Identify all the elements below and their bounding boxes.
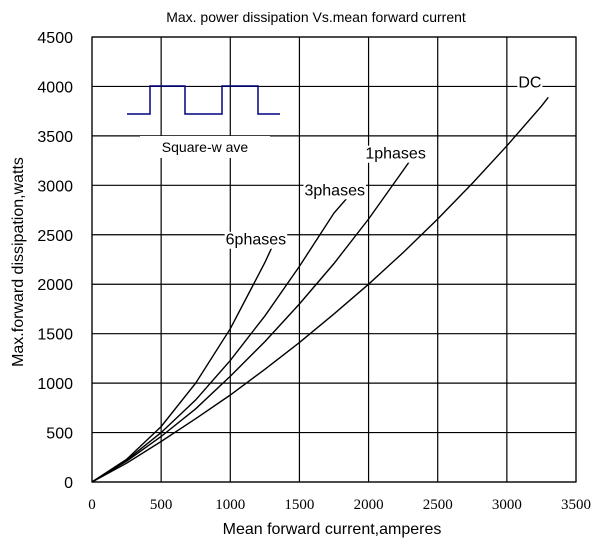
y-tick-label: 500: [46, 426, 73, 443]
x-axis-label: Mean forward current,amperes: [223, 521, 442, 538]
x-tick-label: 2000: [354, 497, 384, 513]
series-line-dc: [91, 96, 549, 483]
chart-title: Max. power dissipation Vs.mean forward c…: [166, 9, 466, 25]
series-label-1phases: 1phases: [365, 146, 426, 163]
x-tick-label: 0: [88, 497, 96, 513]
series-label-3phases: 3phases: [304, 182, 365, 199]
series-label-background: [303, 182, 366, 200]
square-wave-inset: Square-w ave: [127, 85, 280, 158]
y-tick-label: 4500: [37, 30, 73, 47]
x-tick-label: 3500: [561, 497, 591, 513]
series-label-dc: DC: [518, 74, 541, 91]
y-tick-label: 2500: [37, 228, 73, 245]
x-tick-label: 500: [150, 497, 173, 513]
plot-frame: [91, 36, 577, 483]
y-tick-label: 2000: [37, 277, 73, 294]
x-tick-labels: 0 500 1000 1500 2000 2500 3000 3500: [88, 497, 591, 513]
series-line-6phases: [91, 238, 277, 483]
y-tick-label: 3500: [37, 129, 73, 146]
square-wave-symbol: [127, 85, 280, 115]
x-tick-label: 2500: [423, 497, 453, 513]
inset-label: Square-w ave: [162, 139, 249, 155]
series-line-3phases: [91, 188, 356, 483]
x-tick-label: 3000: [492, 497, 522, 513]
grid-lines: [91, 36, 577, 483]
series-line-1phases: [91, 152, 417, 483]
y-tick-label: 0: [64, 475, 73, 492]
inset-label-background: [140, 136, 270, 158]
y-tick-labels: 0 500 1000 1500 2000 2500 3000 3500 4000 4500: [37, 30, 73, 492]
series-label-background: [364, 145, 427, 163]
y-tick-label: 3000: [37, 178, 73, 195]
y-tick-label: 1500: [37, 327, 73, 344]
y-axis-label: Max.forward dissipation,watts: [10, 157, 27, 367]
series-label-background: [224, 231, 288, 249]
series-label-6phases: 6phases: [226, 232, 287, 249]
series-label-background: [517, 74, 543, 92]
x-tick-label: 1500: [284, 497, 314, 513]
y-tick-label: 1000: [37, 376, 73, 393]
y-tick-label: 4000: [37, 79, 73, 96]
series-labels: 6phases 3phases 1phases DC: [224, 74, 543, 249]
x-tick-label: 1000: [215, 497, 245, 513]
series-lines: [91, 96, 549, 483]
